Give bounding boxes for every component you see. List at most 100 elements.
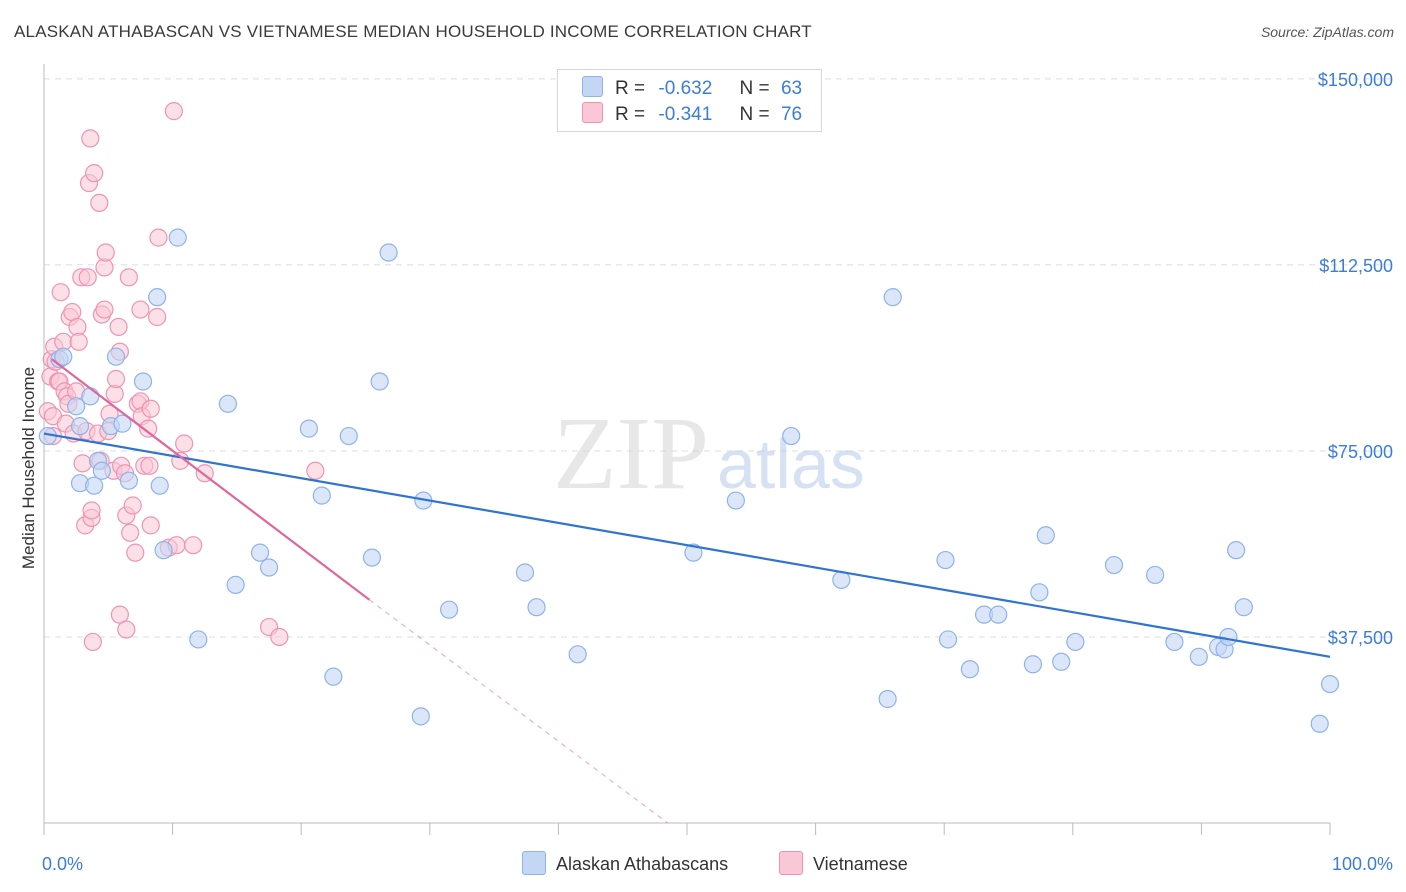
alaskan-athabascan-point <box>515 563 535 582</box>
vietnamese-point <box>73 454 92 473</box>
y-tick-label: $75,000 <box>1328 442 1393 462</box>
alaskan-athabascan-point <box>1310 714 1329 733</box>
gridlines <box>44 78 1394 638</box>
alaskan-athabascan-point <box>218 394 237 413</box>
vietnamese-point <box>306 461 325 480</box>
vietnamese-point <box>106 369 126 389</box>
alaskan-athabascan-point <box>1052 652 1071 671</box>
vietnamese-point <box>149 228 168 247</box>
vietnamese-point <box>82 501 101 520</box>
vietnamese-point <box>119 268 138 287</box>
vietnamese-point <box>270 627 289 647</box>
series-vietnamese-points <box>38 102 325 652</box>
alaskan-athabascan-point <box>324 667 343 686</box>
alaskan-athabascan-point <box>411 707 430 726</box>
legend-r-label: R = <box>615 78 646 99</box>
y-tick-label: $37,500 <box>1328 628 1393 648</box>
alaskan-athabascan-point <box>1165 632 1184 652</box>
alaskan-athabascan-point <box>1030 583 1049 602</box>
bottom-legend-swatch-pink <box>779 851 803 875</box>
vietnamese-point <box>51 283 70 302</box>
alaskan-athabascan-point <box>85 476 104 495</box>
watermark: ZIP atlas <box>553 396 865 511</box>
vietnamese-point <box>164 102 183 121</box>
alaskan-athabascan-point <box>568 645 587 664</box>
alaskan-athabascan-point <box>726 491 745 510</box>
alaskan-athabascan-point <box>1066 632 1085 652</box>
alaskan-athabascan-point <box>684 543 703 562</box>
watermark-zip: ZIP <box>553 396 709 511</box>
alaskan-athabascan-point <box>1104 555 1124 575</box>
vietnamese-point <box>85 164 104 183</box>
vietnamese-point <box>175 434 194 453</box>
legend-r-label: R = <box>615 104 646 125</box>
alaskan-athabascan-point <box>168 228 187 247</box>
vietnamese-point <box>126 543 145 562</box>
alaskan-athabascans-trend-line <box>43 432 1331 658</box>
vietnamese-point <box>141 399 160 418</box>
vietnamese-point <box>141 516 160 535</box>
alaskan-athabascan-point <box>1227 541 1246 560</box>
alaskan-athabascan-point <box>1023 655 1043 674</box>
alaskan-athabascan-point <box>259 558 279 577</box>
alaskan-athabascan-point <box>113 414 132 433</box>
tick-labels: $37,500 $75,000 $112,500 $150,000 0.0% 100.0% <box>42 70 1393 874</box>
alaskan-athabascan-point <box>226 575 245 594</box>
legend-r-value: -0.632 <box>658 78 713 99</box>
x-tick-label-min: 0.0% <box>42 854 83 874</box>
vietnamese-point <box>95 300 114 319</box>
alaskan-athabascan-point <box>1189 647 1208 666</box>
alaskan-athabascan-point <box>1146 565 1165 585</box>
alaskan-athabascan-point <box>148 288 167 307</box>
alaskan-athabascan-point <box>150 476 169 495</box>
alaskan-athabascan-point <box>106 347 126 366</box>
legend-n-label: N = <box>739 78 770 99</box>
bottom-legend-label: Alaskan Athabascans <box>556 854 729 874</box>
alaskan-athabascan-point <box>960 660 980 679</box>
vietnamese-point <box>121 523 140 542</box>
vietnamese-point <box>140 456 159 475</box>
alaskan-athabascan-point <box>878 689 897 709</box>
alaskan-athabascan-point <box>379 243 398 262</box>
vietnamese-point <box>90 193 109 213</box>
vietnamese-trend-extension <box>369 599 669 824</box>
alaskan-athabascan-point <box>70 417 90 436</box>
legend-n-value: 76 <box>780 104 803 125</box>
alaskan-athabascan-point <box>527 598 546 617</box>
vietnamese-trend-line <box>51 358 371 601</box>
alaskan-athabascan-point <box>189 630 208 649</box>
alaskan-athabascan-point <box>989 605 1008 624</box>
alaskan-athabascan-point <box>54 347 73 366</box>
vietnamese-point <box>96 243 115 262</box>
alaskan-athabascan-point <box>439 600 459 619</box>
alaskan-athabascan-point <box>782 426 801 446</box>
legend-row-alaskan-athabascans: R = -0.632 N = 63 <box>582 76 802 100</box>
y-axis-label: Median Household Income <box>19 367 38 569</box>
alaskan-athabascan-point <box>362 548 382 567</box>
vietnamese-point <box>69 332 88 351</box>
x-tick-label-max: 100.0% <box>1332 854 1393 874</box>
alaskan-athabascan-point <box>1320 674 1340 694</box>
series-alaskan-athabascans-points <box>38 228 1340 733</box>
trend-lines <box>43 358 1331 824</box>
alaskan-athabascan-point <box>1036 526 1055 545</box>
alaskan-athabascan-point <box>1219 627 1238 647</box>
alaskan-athabascan-point <box>81 387 100 406</box>
bottom-legend-label: Vietnamese <box>813 854 908 874</box>
alaskan-athabascan-point <box>936 550 955 570</box>
alaskan-athabascan-point <box>67 397 86 416</box>
alaskan-athabascan-point <box>92 461 111 480</box>
alaskan-athabascan-point <box>883 288 902 307</box>
source-credit: Source: ZipAtlas.com <box>1260 24 1394 40</box>
correlation-legend: R = -0.632 N = 63 R = -0.341 N = 76 <box>557 69 822 132</box>
y-tick-label: $150,000 <box>1318 70 1393 90</box>
vietnamese-point <box>123 496 142 515</box>
alaskan-athabascan-point <box>250 543 270 562</box>
vietnamese-point <box>83 632 102 652</box>
alaskan-athabascan-point <box>133 372 153 391</box>
alaskan-athabascan-point <box>299 419 319 438</box>
chart-title: ALASKAN ATHABASCAN VS VIETNAMESE MEDIAN … <box>14 22 812 41</box>
alaskan-athabascan-point <box>1234 598 1253 617</box>
vietnamese-point <box>131 300 150 319</box>
